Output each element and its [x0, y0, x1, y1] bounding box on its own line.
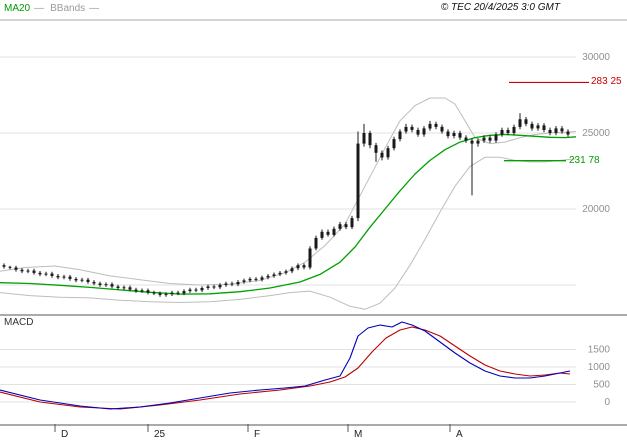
x-axis-label: M — [354, 429, 362, 440]
ma20-line-sample: — — [34, 3, 45, 14]
panel-separators — [0, 19, 627, 426]
x-axis-labels: D 25 F M A — [54, 424, 463, 440]
copyright-timestamp: © TEC 20/4/2025 3:0 GMT — [440, 2, 560, 13]
bbands-legend-label: BBands — [50, 3, 86, 14]
x-axis-label: 25 — [154, 429, 166, 440]
macd-signal-line — [0, 326, 571, 410]
resistance-price-label: 283 25 — [591, 76, 622, 88]
ma20-line — [0, 133, 577, 295]
y-axis-label-main: 20000 — [582, 204, 610, 215]
bollinger-upper-line — [0, 97, 577, 286]
y-axis-label-macd: 500 — [593, 380, 610, 391]
x-axis-label: A — [456, 429, 463, 440]
bbands-line-sample: — — [89, 3, 100, 14]
macd-line — [0, 321, 571, 410]
y-axis-label-macd: 1000 — [588, 362, 611, 373]
candlestick-series — [2, 113, 570, 297]
x-axis-label: D — [61, 429, 68, 440]
y-axis-label-main: 30000 — [582, 52, 610, 63]
ma20-legend-label: MA20 — [4, 3, 31, 14]
bollinger-lower-line — [0, 156, 577, 310]
y-axis-labels: 30000 25000 20000 1500 1000 500 0 — [582, 52, 610, 408]
y-axis-label-macd: 1500 — [588, 345, 611, 356]
legend: MA20— BBands — — [4, 3, 105, 15]
y-axis-label-main: 25000 — [582, 128, 610, 139]
support-price-label: 231 78 — [569, 154, 600, 166]
macd-panel-title: MACD — [4, 317, 34, 328]
y-axis-label-macd: 0 — [604, 397, 610, 408]
gridlines — [0, 56, 576, 403]
x-axis-label: F — [254, 429, 260, 440]
